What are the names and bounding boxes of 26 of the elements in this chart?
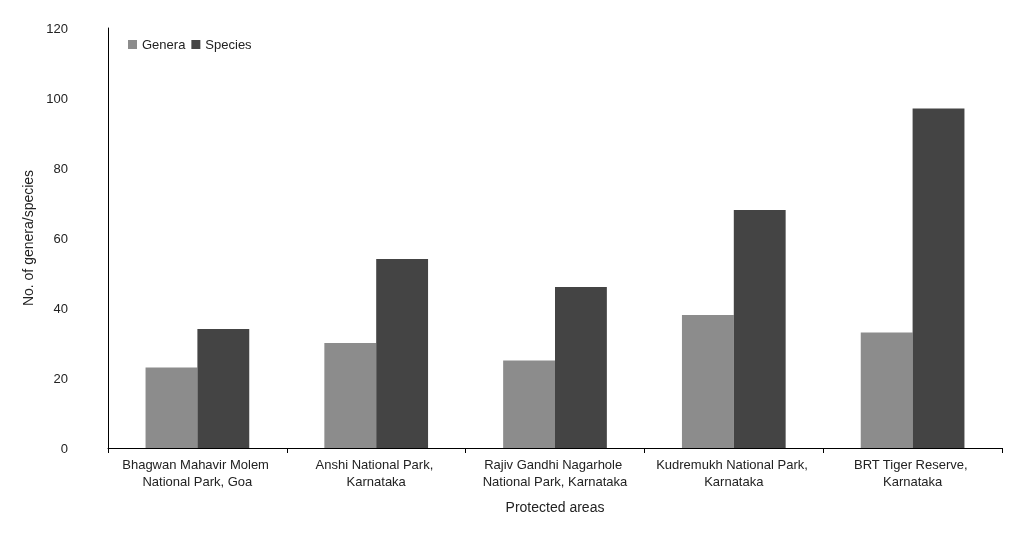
bar (860, 332, 913, 448)
x-tick-label: Rajiv Gandhi Nagarhole National Park, Karnataka (482, 457, 629, 489)
bar (197, 329, 250, 448)
y-tick-label: 100 (46, 90, 68, 106)
y-tick-label: 120 (46, 20, 68, 36)
x-tick-label: Bhagwan Mahavir Molem National Park, Goa (122, 457, 273, 489)
y-tick-label: 80 (53, 160, 68, 176)
y-tick-label: 60 (53, 230, 68, 246)
bar (145, 367, 198, 448)
bar (733, 210, 786, 448)
bar (912, 108, 965, 448)
y-axis-title: No. of genera/species (20, 169, 37, 307)
x-axis-title: Protected areas (505, 499, 605, 515)
x-tick-label: BRT Tiger Reserve, Karnataka (853, 457, 972, 489)
y-tick-label: 0 (60, 440, 68, 456)
bar (555, 287, 607, 448)
legend-label: Genera (142, 37, 187, 52)
y-tick-label: 40 (53, 300, 68, 316)
bar (376, 259, 429, 448)
x-tick-label: Anshi National Park, Karnataka (315, 457, 437, 489)
x-tick-label: Kudremukh National Park, Karnataka (656, 457, 812, 489)
y-tick-label: 20 (53, 370, 68, 386)
bar (324, 343, 377, 448)
bar (681, 315, 734, 448)
bar (503, 360, 555, 448)
legend-label: Species (205, 37, 253, 52)
